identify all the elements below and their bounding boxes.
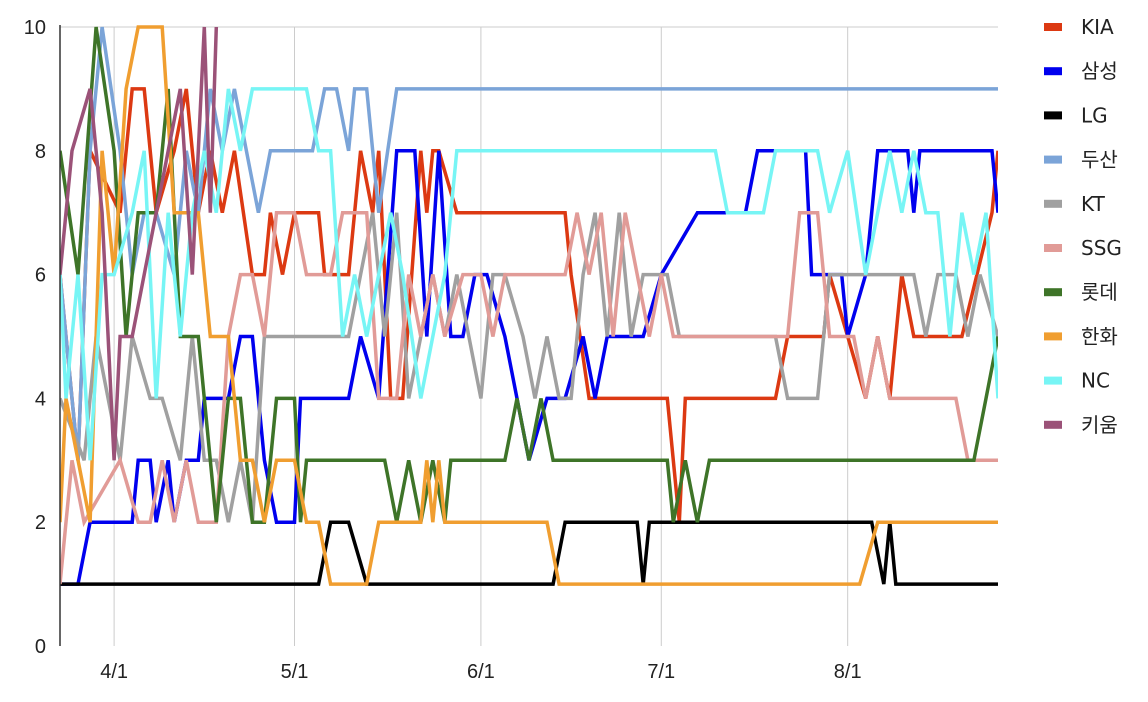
y-tick-label: 6	[35, 265, 46, 287]
legend-label: 한화	[1081, 324, 1118, 348]
legend-swatch	[1044, 244, 1062, 252]
y-tick-label: 4	[35, 388, 46, 410]
legend-swatch	[1044, 199, 1062, 208]
series-line-0	[60, 87, 998, 523]
legend-label: NC	[1081, 369, 1110, 393]
series-line-7	[60, 25, 998, 586]
legend-label: 두산	[1081, 148, 1118, 172]
x-tick-label: 4/1	[100, 661, 128, 683]
legend-swatch	[1044, 288, 1062, 297]
legend-label: KT	[1081, 192, 1106, 216]
y-tick-labels: 0 2 4 6 8 10	[24, 17, 46, 658]
y-tick-label: 0	[35, 636, 46, 658]
x-tick-labels: 4/1 5/1 6/1 7/1 8/1	[100, 661, 861, 683]
legend-label: SSG	[1081, 236, 1122, 260]
legend-label: KIA	[1081, 15, 1114, 39]
legend-swatch	[1044, 67, 1062, 76]
legend-swatch	[1044, 155, 1062, 164]
series-line-6	[60, 26, 998, 524]
legend-label: LG	[1081, 103, 1108, 127]
legend-label: 롯데	[1081, 280, 1118, 304]
x-tick-label: 5/1	[281, 661, 309, 683]
series-line-4	[60, 212, 998, 523]
x-tick-label: 7/1	[647, 661, 675, 683]
y-tick-label: 8	[35, 141, 46, 163]
y-tick-label: 10	[24, 17, 46, 39]
legend-label: 삼성	[1081, 59, 1118, 83]
series-line-9	[60, 26, 219, 461]
legend-swatch	[1044, 23, 1062, 31]
x-tick-label: 8/1	[834, 661, 862, 683]
series-line-3	[60, 26, 998, 461]
y-tick-label: 2	[35, 512, 46, 534]
series-line-2	[60, 520, 998, 586]
x-tick-label: 6/1	[467, 661, 495, 683]
series-line-8	[60, 87, 998, 461]
legend-label: 키움	[1081, 413, 1118, 437]
series-line-5	[60, 210, 998, 585]
series-lines	[60, 25, 998, 586]
legend-swatch	[1044, 111, 1062, 120]
legend-swatch	[1044, 332, 1062, 341]
legend-swatch	[1044, 376, 1062, 385]
legend-swatch	[1044, 420, 1062, 429]
